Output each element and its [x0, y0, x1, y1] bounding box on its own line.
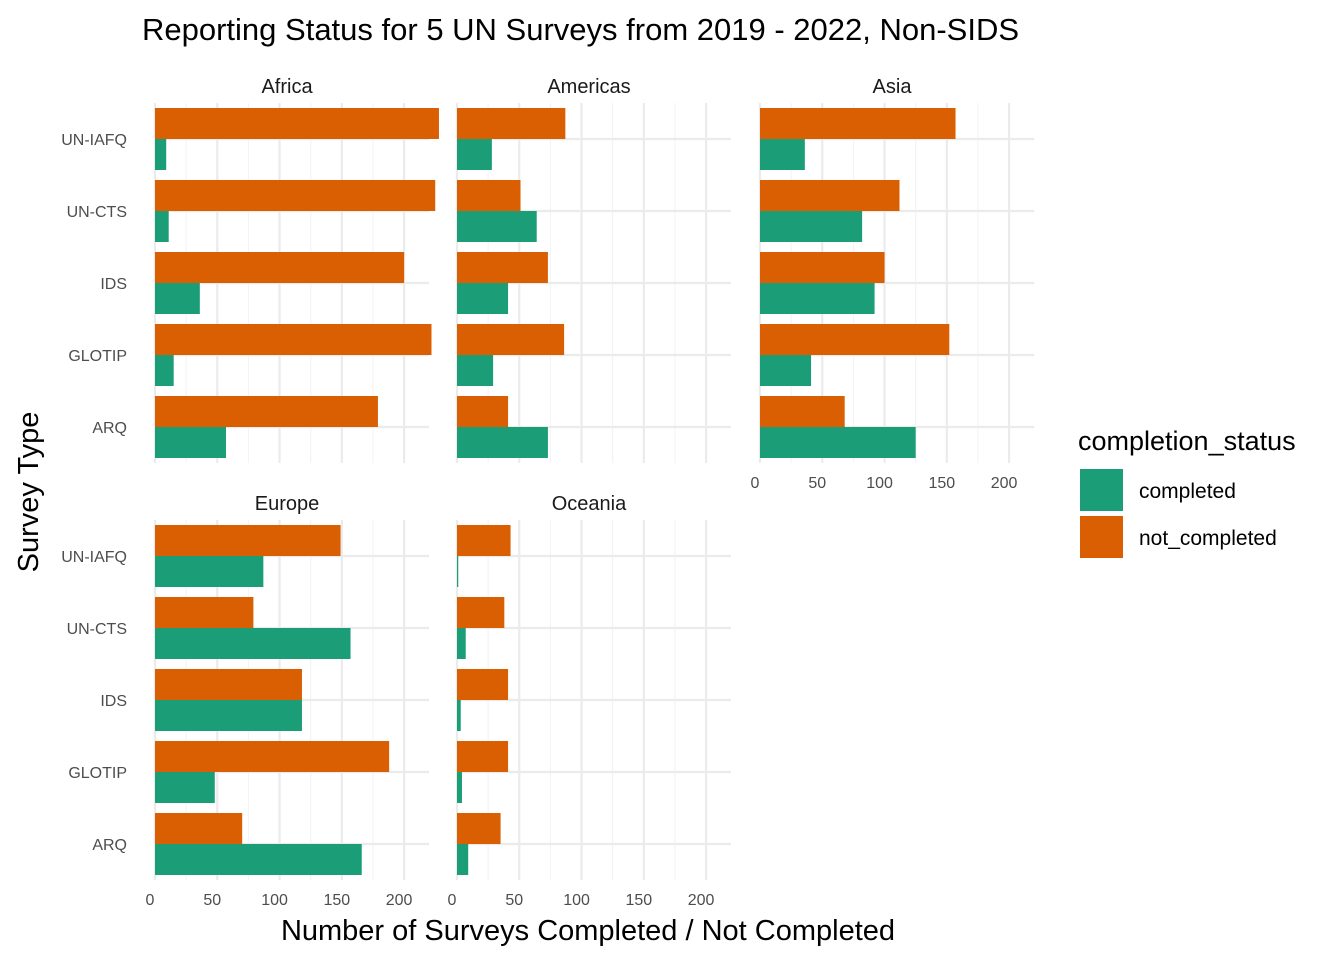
y-tick-label: UN-CTS — [67, 621, 127, 638]
bar-americas-un-cts-completed — [457, 211, 537, 242]
bar-asia-glotip-completed — [760, 355, 812, 386]
bar-europe-un-cts-not-completed — [155, 597, 254, 628]
facet-panel-africa: Africa UN-IAFQ UN-CTS IDS GLOTIP ARQ — [61, 76, 439, 463]
bar-oceania-glotip-completed — [457, 772, 462, 803]
bar-americas-arq-completed — [457, 427, 548, 458]
facet-panel-oceania: Oceania 0 50 100 150 200 — [448, 493, 731, 909]
x-tick-label: 50 — [505, 892, 523, 909]
x-tick-label: 100 — [563, 892, 590, 909]
bar-asia-un-iafq-completed — [760, 139, 805, 170]
y-tick-label: UN-IAFQ — [61, 549, 127, 566]
bar-asia-arq-completed — [760, 427, 916, 458]
bar-americas-glotip-not-completed — [457, 324, 565, 355]
facet-panels: Africa UN-IAFQ UN-CTS IDS GLOTIP ARQ Americas A… — [61, 76, 1034, 909]
bar-europe-glotip-completed — [155, 772, 215, 803]
bar-europe-ids-completed — [155, 700, 302, 731]
bar-asia-ids-not-completed — [760, 252, 885, 283]
x-tick-label: 200 — [386, 892, 413, 909]
facet-label-oceania: Oceania — [552, 493, 627, 515]
bar-oceania-glotip-not-completed — [457, 741, 509, 772]
y-tick-label: GLOTIP — [68, 348, 127, 365]
bar-americas-un-iafq-not-completed — [457, 108, 566, 139]
bar-africa-ids-not-completed — [155, 252, 405, 283]
bar-oceania-arq-not-completed — [457, 813, 501, 844]
bar-oceania-un-cts-completed — [457, 628, 466, 659]
bar-europe-un-cts-completed — [155, 628, 351, 659]
bar-oceania-un-iafq-not-completed — [457, 525, 511, 556]
facet-panel-europe: Europe UN-IAFQ UN-CTS IDS GLOTIP ARQ 0 50 100 150… — [61, 493, 429, 909]
bar-europe-arq-completed — [155, 844, 362, 875]
bar-oceania-arq-completed — [457, 844, 469, 875]
legend-label-completed: completed — [1139, 480, 1236, 503]
bar-europe-arq-not-completed — [155, 813, 243, 844]
bar-oceania-un-iafq-completed — [457, 556, 459, 587]
facet-panel-americas: Americas — [455, 76, 731, 463]
legend-swatch-completed — [1080, 469, 1123, 511]
bar-oceania-ids-completed — [457, 700, 461, 731]
legend: completion_status completed not_complete… — [1078, 426, 1296, 558]
bar-africa-glotip-not-completed — [155, 324, 432, 355]
legend-title: completion_status — [1078, 426, 1296, 456]
x-tick-label: 150 — [625, 892, 652, 909]
facet-panel-asia: Asia 0 50 100 150 200 — [751, 76, 1034, 492]
bar-asia-arq-not-completed — [760, 396, 845, 427]
legend-label-not-completed: not_completed — [1139, 527, 1277, 550]
chart-title: Reporting Status for 5 UN Surveys from 2… — [142, 12, 1019, 47]
y-tick-label: GLOTIP — [68, 765, 127, 782]
bar-africa-glotip-completed — [155, 355, 174, 386]
bar-africa-un-iafq-not-completed — [155, 108, 439, 139]
x-tick-label: 150 — [323, 892, 350, 909]
y-tick-label: IDS — [100, 693, 127, 710]
facet-label-asia: Asia — [873, 76, 913, 98]
bar-africa-un-cts-completed — [155, 211, 169, 242]
x-tick-label: 0 — [448, 892, 457, 909]
bar-oceania-ids-not-completed — [457, 669, 509, 700]
bar-asia-un-cts-completed — [760, 211, 863, 242]
bar-europe-ids-not-completed — [155, 669, 302, 700]
y-tick-label: ARQ — [92, 837, 127, 854]
bar-asia-un-iafq-not-completed — [760, 108, 956, 139]
bar-africa-un-iafq-completed — [155, 139, 167, 170]
legend-swatch-not-completed — [1080, 516, 1123, 558]
bar-americas-ids-not-completed — [457, 252, 548, 283]
bar-asia-ids-completed — [760, 283, 875, 314]
y-tick-label: UN-CTS — [67, 204, 127, 221]
bar-americas-un-iafq-completed — [457, 139, 492, 170]
bar-africa-arq-not-completed — [155, 396, 378, 427]
bar-americas-un-cts-not-completed — [457, 180, 521, 211]
bar-asia-glotip-not-completed — [760, 324, 950, 355]
bar-europe-glotip-not-completed — [155, 741, 390, 772]
x-tick-label: 0 — [751, 475, 760, 492]
bar-americas-glotip-completed — [457, 355, 494, 386]
x-tick-label: 100 — [866, 475, 893, 492]
y-tick-label: IDS — [100, 276, 127, 293]
x-tick-label: 50 — [808, 475, 826, 492]
bar-africa-arq-completed — [155, 427, 226, 458]
bar-africa-ids-completed — [155, 283, 200, 314]
x-tick-label: 200 — [688, 892, 715, 909]
y-tick-label: UN-IAFQ — [61, 132, 127, 149]
y-tick-label: ARQ — [92, 420, 127, 437]
x-tick-label: 150 — [928, 475, 955, 492]
x-tick-label: 0 — [146, 892, 155, 909]
y-axis-title: Survey Type — [13, 412, 45, 573]
x-tick-label: 100 — [261, 892, 288, 909]
bar-europe-un-iafq-completed — [155, 556, 264, 587]
facet-label-europe: Europe — [255, 493, 320, 515]
bar-oceania-un-cts-not-completed — [457, 597, 505, 628]
bar-americas-arq-not-completed — [457, 396, 509, 427]
x-tick-label: 50 — [203, 892, 221, 909]
facet-label-americas: Americas — [547, 76, 630, 98]
bar-africa-un-cts-not-completed — [155, 180, 436, 211]
bar-americas-ids-completed — [457, 283, 509, 314]
bar-asia-un-cts-not-completed — [760, 180, 900, 211]
facet-label-africa: Africa — [261, 76, 313, 98]
bar-europe-un-iafq-not-completed — [155, 525, 341, 556]
x-tick-label: 200 — [991, 475, 1018, 492]
x-axis-title: Number of Surveys Completed / Not Comple… — [281, 915, 895, 947]
